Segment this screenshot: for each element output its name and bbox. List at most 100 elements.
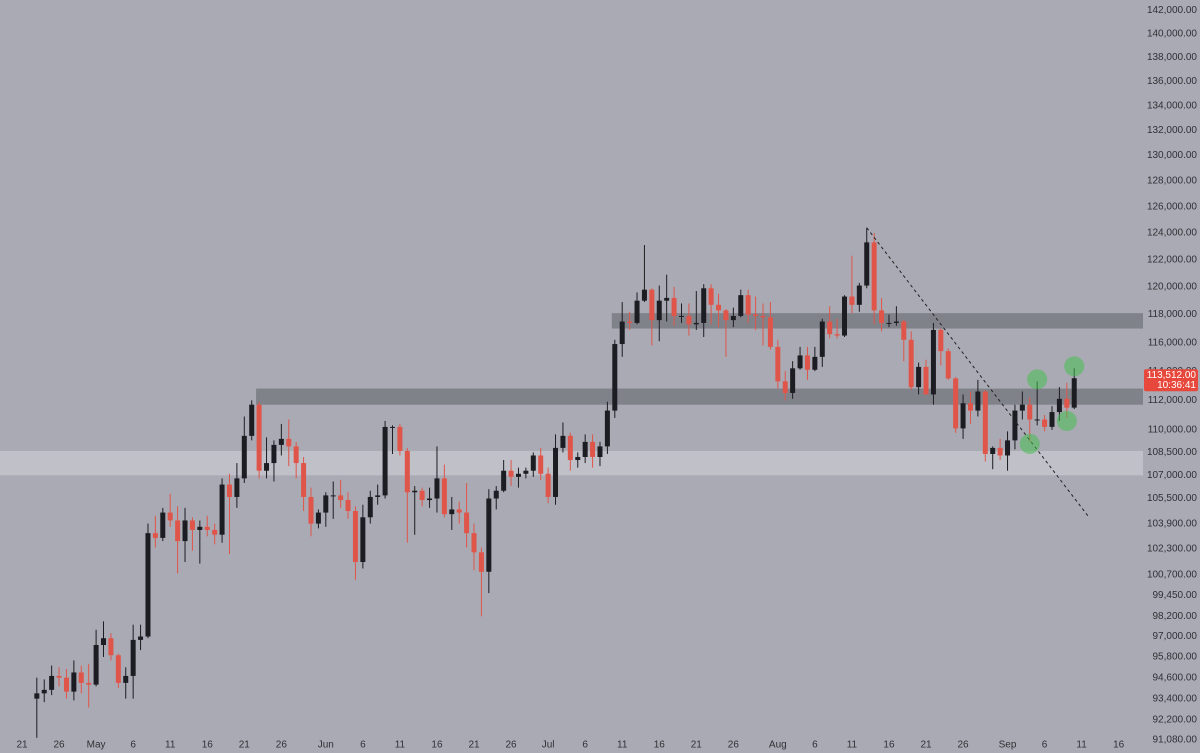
- x-tick-label: 11: [617, 740, 628, 751]
- candle-body: [938, 329, 944, 352]
- y-tick-label: 92,200.00: [1153, 715, 1198, 726]
- candle-body: [308, 496, 314, 524]
- candle-body: [634, 300, 640, 323]
- candle-body: [1071, 378, 1077, 408]
- candle-body: [553, 447, 559, 497]
- candle-body: [293, 446, 299, 464]
- x-tick-label: Sep: [999, 740, 1017, 751]
- candle-body: [545, 473, 551, 497]
- candle-body: [330, 495, 336, 497]
- x-tick-label: 6: [360, 740, 366, 751]
- candle-body: [745, 295, 751, 315]
- candle-body: [760, 315, 766, 318]
- candle-body: [419, 490, 425, 501]
- candle-body: [434, 478, 440, 499]
- candle-body: [997, 447, 1003, 456]
- y-tick-label: 112,000.00: [1148, 395, 1198, 406]
- candle-body: [345, 500, 351, 512]
- x-tick-label: Jul: [542, 740, 555, 751]
- y-tick-label: 138,000.00: [1147, 52, 1197, 63]
- x-tick-label: 26: [958, 740, 970, 751]
- highlight-circle: [1027, 369, 1048, 390]
- candle-body: [234, 478, 240, 497]
- candle-body: [212, 529, 218, 535]
- candle-body: [975, 391, 981, 411]
- candle-body: [182, 520, 188, 542]
- candle-body: [560, 435, 566, 448]
- x-tick-label: 11: [395, 740, 406, 751]
- candle-body: [352, 511, 358, 563]
- candle-body: [708, 288, 714, 305]
- candle-body: [219, 484, 225, 535]
- x-tick-label: 11: [1076, 740, 1087, 751]
- candle-body: [716, 304, 722, 311]
- candle-body: [404, 450, 410, 493]
- candle-body: [790, 368, 796, 393]
- candle-body: [86, 682, 92, 685]
- candle-body: [849, 296, 855, 305]
- candle-body: [1042, 419, 1048, 427]
- candle-body: [856, 285, 862, 305]
- candle-body: [901, 321, 907, 340]
- y-tick-label: 134,000.00: [1147, 100, 1197, 111]
- y-tick-label: 99,450.00: [1153, 590, 1198, 601]
- candle-body: [671, 297, 677, 316]
- candle-body: [923, 366, 929, 395]
- x-tick-label: 16: [431, 740, 443, 751]
- candle-body: [130, 639, 136, 676]
- y-tick-label: 118,000.00: [1148, 309, 1198, 320]
- candle-body: [501, 470, 507, 491]
- candle-body: [123, 675, 129, 683]
- y-tick-label: 107,000.00: [1147, 470, 1197, 481]
- highlight-circle: [1056, 410, 1077, 431]
- candle-body: [1056, 398, 1062, 413]
- candle-body: [249, 404, 255, 436]
- candle-body: [1034, 419, 1040, 421]
- x-tick-label: 26: [505, 740, 517, 751]
- x-tick-label: 6: [1042, 740, 1048, 751]
- x-tick-label: 26: [276, 740, 288, 751]
- candle-body: [627, 321, 633, 323]
- y-tick-label: 94,600.00: [1153, 672, 1198, 683]
- candle-body: [842, 296, 848, 336]
- candle-body: [1027, 404, 1033, 420]
- candle-body: [775, 346, 781, 382]
- candle-body: [397, 426, 403, 451]
- x-tick-label: 6: [812, 740, 818, 751]
- candle-body: [619, 321, 625, 345]
- candle-body: [301, 463, 307, 497]
- candle-body: [930, 329, 936, 395]
- candle-body: [49, 675, 55, 690]
- candle-layer: [34, 227, 1077, 738]
- candle-body: [486, 498, 492, 572]
- candle-body: [464, 512, 470, 534]
- candle-body: [390, 426, 395, 428]
- x-tick-label: 21: [16, 740, 28, 751]
- x-tick-label: 11: [847, 740, 858, 751]
- y-tick-label: 91,080.00: [1153, 735, 1198, 746]
- candle-body: [101, 638, 107, 645]
- candle-body: [590, 441, 596, 457]
- candle-body: [456, 509, 462, 513]
- candle-body: [686, 315, 692, 325]
- countdown: 10:36:41: [1157, 380, 1196, 391]
- x-tick-label: 21: [468, 740, 480, 751]
- candle-body: [523, 470, 529, 474]
- candle-body: [145, 533, 151, 637]
- candle-body: [189, 520, 195, 530]
- x-tick-label: 16: [202, 740, 214, 751]
- candle-body: [152, 533, 158, 538]
- candle-body: [226, 484, 232, 497]
- candle-body: [597, 446, 603, 457]
- candle-body: [723, 310, 729, 321]
- y-tick-label: 93,400.00: [1153, 693, 1198, 704]
- y-tick-label: 120,000.00: [1147, 282, 1197, 293]
- y-tick-label: 132,000.00: [1147, 125, 1197, 136]
- y-tick-label: 103,900.00: [1147, 518, 1197, 529]
- x-tick-label: 6: [582, 740, 588, 751]
- candle-body: [515, 473, 521, 477]
- candle-body: [71, 672, 77, 692]
- last-price-box: [1144, 369, 1198, 392]
- zone: [256, 388, 1143, 405]
- candle-body: [160, 512, 166, 538]
